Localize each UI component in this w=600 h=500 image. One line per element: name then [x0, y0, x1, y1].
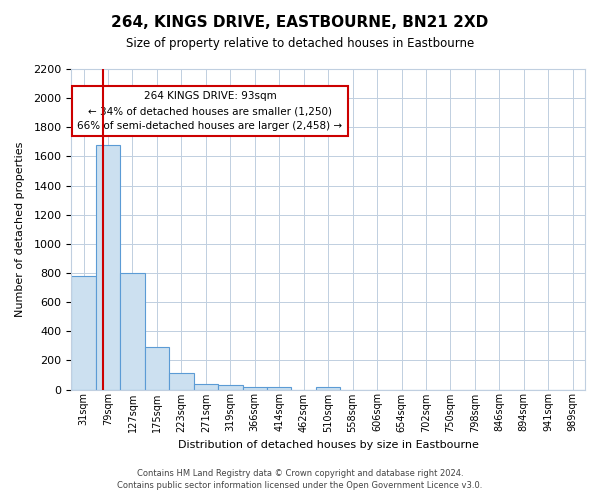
Bar — [242, 386, 267, 390]
Bar — [145, 346, 169, 390]
Bar — [96, 145, 120, 390]
Bar — [267, 387, 292, 390]
Bar — [194, 384, 218, 390]
Text: 264 KINGS DRIVE: 93sqm
← 34% of detached houses are smaller (1,250)
66% of semi-: 264 KINGS DRIVE: 93sqm ← 34% of detached… — [77, 92, 343, 131]
Text: Size of property relative to detached houses in Eastbourne: Size of property relative to detached ho… — [126, 38, 474, 51]
X-axis label: Distribution of detached houses by size in Eastbourne: Distribution of detached houses by size … — [178, 440, 479, 450]
Bar — [316, 386, 340, 390]
Text: Contains HM Land Registry data © Crown copyright and database right 2024.
Contai: Contains HM Land Registry data © Crown c… — [118, 468, 482, 490]
Text: 264, KINGS DRIVE, EASTBOURNE, BN21 2XD: 264, KINGS DRIVE, EASTBOURNE, BN21 2XD — [112, 15, 488, 30]
Bar — [218, 386, 242, 390]
Bar — [169, 374, 194, 390]
Bar — [120, 273, 145, 390]
Bar — [71, 276, 96, 390]
Y-axis label: Number of detached properties: Number of detached properties — [15, 142, 25, 317]
